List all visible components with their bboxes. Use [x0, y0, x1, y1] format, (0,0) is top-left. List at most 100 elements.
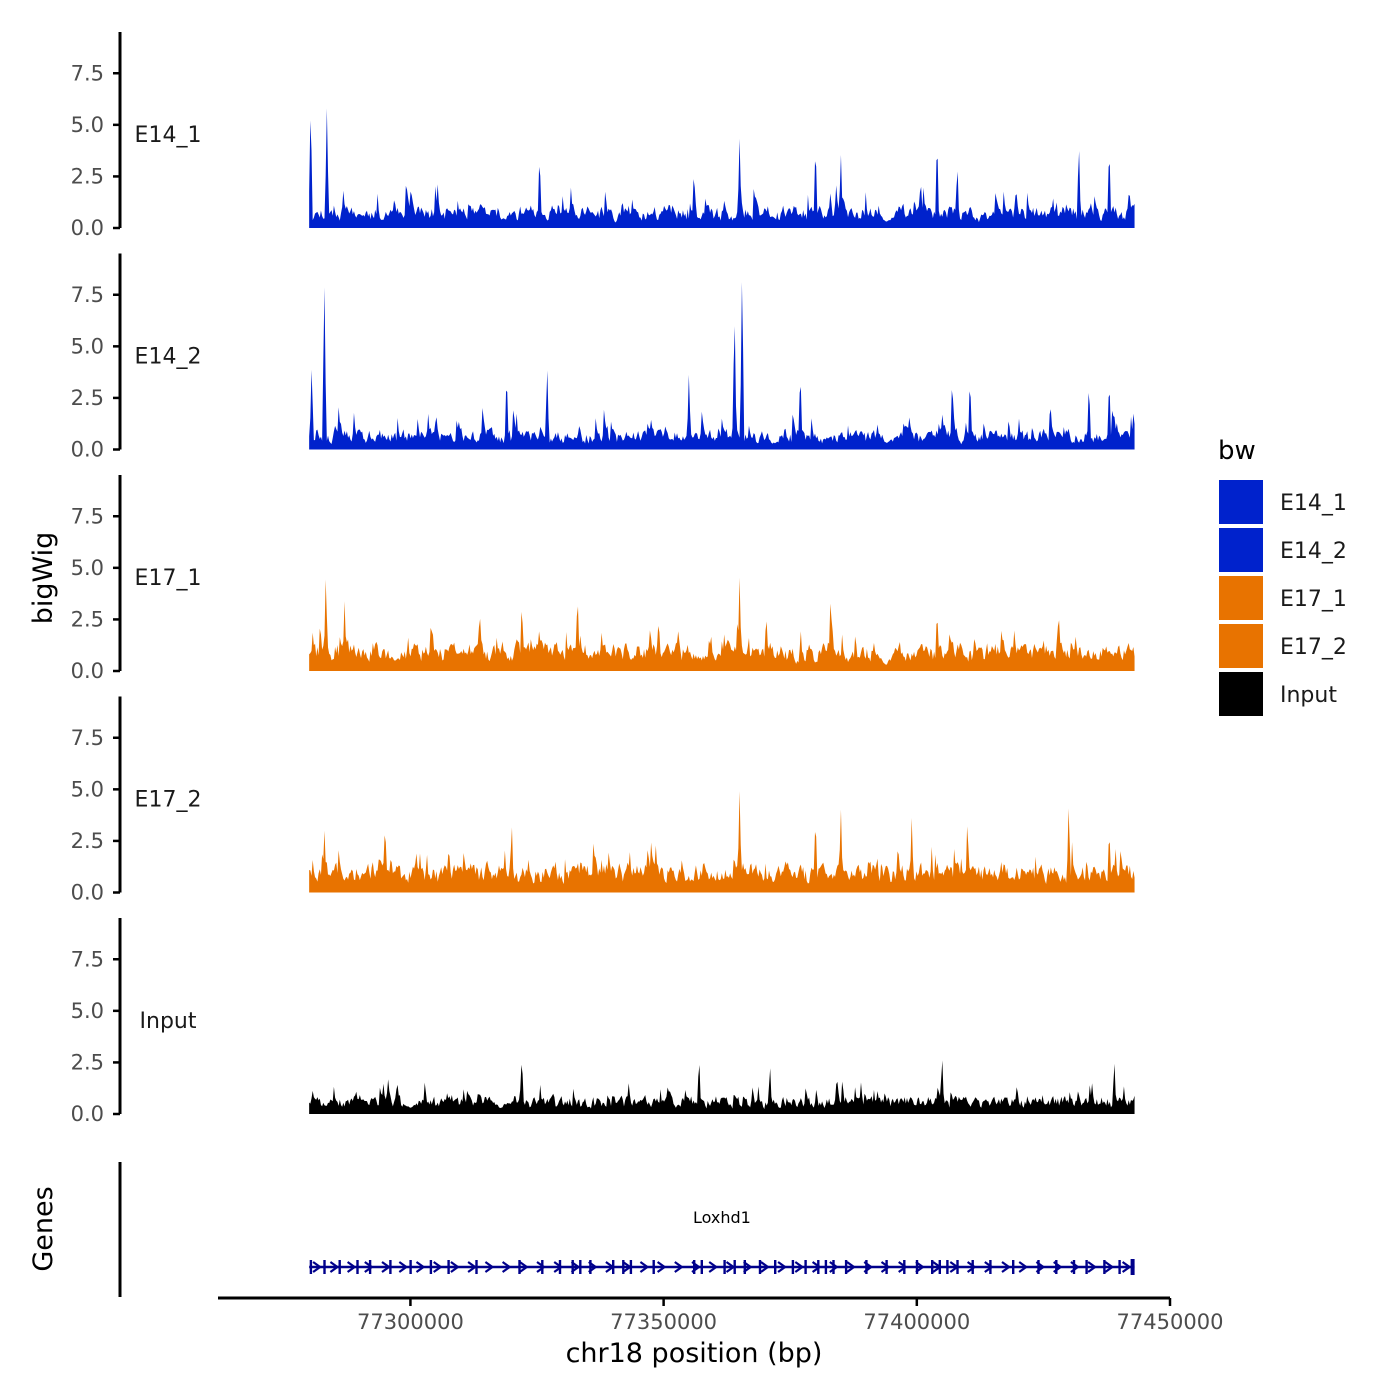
strand-arrow [1104, 1261, 1115, 1273]
gene-exon [323, 1260, 326, 1274]
legend-label: E17_2 [1280, 635, 1347, 660]
y-tick-label: 7.5 [71, 504, 104, 528]
track-e14-1: 0.0 2.5 5.0 7.5 E14_1 [71, 32, 1135, 240]
strand-arrow [346, 1261, 357, 1273]
gene-exon [733, 1260, 736, 1274]
track-e17-2: 0.0 2.5 5.0 7.5 E17_2 [71, 696, 1135, 905]
y-tick-label: 2.5 [71, 386, 104, 410]
gene-exon [338, 1260, 341, 1274]
legend-swatch-e17-1 [1219, 576, 1263, 620]
gene-exon [774, 1260, 777, 1274]
signal-area-input [309, 1060, 1135, 1114]
gene-exon [571, 1260, 574, 1274]
gene-exon [956, 1260, 959, 1274]
strand-arrow [811, 1261, 822, 1273]
legend-swatch-input [1219, 672, 1263, 716]
gene-exon [1103, 1260, 1106, 1274]
y-tick-label: 2.5 [71, 1050, 104, 1074]
signal-area-e17-1 [309, 577, 1135, 671]
gene-exon [447, 1260, 450, 1274]
strand-arrow [656, 1261, 667, 1273]
gene-exon [622, 1260, 625, 1274]
gene-exon [1012, 1260, 1015, 1274]
gene-exon [409, 1260, 412, 1274]
x-tick-label: 77300000 [357, 1310, 464, 1334]
gene-exon [1055, 1260, 1058, 1274]
signal-area-e17-2 [309, 791, 1135, 893]
gene-exon [1118, 1260, 1121, 1274]
strand-arrow [777, 1261, 787, 1273]
legend-swatch-e17-2 [1219, 624, 1263, 668]
gene-exon [832, 1260, 835, 1274]
gene-exon [804, 1260, 807, 1274]
y-tick-label: 0.0 [71, 216, 104, 240]
gene-exon [558, 1260, 562, 1274]
gene-exon [612, 1260, 615, 1274]
gene-exon [817, 1260, 820, 1274]
gene-exon-last [1130, 1259, 1135, 1275]
gene-exon [389, 1260, 392, 1274]
strand-arrow [329, 1261, 340, 1273]
strand-arrow [398, 1261, 409, 1273]
legend-swatch-e14-2 [1219, 528, 1263, 572]
gene-name-label: Loxhd1 [693, 1208, 751, 1227]
gene-model-loxhd1 [309, 1259, 1135, 1275]
gene-exon [946, 1260, 949, 1274]
legend-label: E14_2 [1280, 539, 1347, 564]
y-tick-label: 0.0 [71, 659, 104, 683]
x-axis: 77300000 77350000 77400000 77450000 [218, 1296, 1224, 1334]
y-axis-title: bigWig [28, 532, 59, 625]
strand-arrow [312, 1261, 322, 1273]
track-input: 0.0 2.5 5.0 7.5 Input [71, 918, 1135, 1126]
gene-exon [885, 1260, 888, 1274]
gene-exon [989, 1260, 992, 1274]
legend-label: E14_1 [1280, 491, 1347, 516]
track-label: E14_1 [135, 123, 202, 148]
y-tick-label: 2.5 [71, 607, 104, 631]
track-label: E17_2 [135, 787, 202, 812]
signal-area-e14-1 [309, 108, 1135, 228]
strand-arrow [966, 1261, 977, 1273]
y-tick-label: 5.0 [71, 777, 104, 801]
y-tick-label: 2.5 [71, 829, 104, 853]
gene-exon [791, 1260, 795, 1274]
legend-title: bw [1218, 436, 1256, 466]
y-tick-label: 7.5 [71, 726, 104, 750]
gene-exon [356, 1260, 359, 1274]
legend-label: E17_1 [1280, 587, 1347, 612]
strand-arrow [450, 1261, 460, 1273]
gene-exon [309, 1260, 313, 1274]
gene-exon [915, 1260, 919, 1274]
x-tick-label: 77400000 [863, 1310, 970, 1334]
strand-arrow [467, 1261, 477, 1273]
legend: bw E14_1 E14_2 E17_1 E17_2 Input [1218, 436, 1347, 716]
track-label: E17_1 [135, 566, 202, 591]
gene-exon [368, 1260, 372, 1274]
y-tick-label: 2.5 [71, 164, 104, 188]
x-tick-label: 77450000 [1117, 1310, 1224, 1334]
track-e14-2: 0.0 2.5 5.0 7.5 E14_2 [71, 253, 1135, 462]
gene-exon [693, 1260, 696, 1274]
gene-exon [579, 1260, 582, 1274]
strand-arrow [381, 1261, 391, 1273]
strand-arrow [708, 1261, 719, 1273]
strand-arrow [743, 1261, 753, 1273]
gene-exon [903, 1260, 906, 1274]
signal-area-e14-2 [309, 282, 1135, 450]
gene-exon [1072, 1260, 1076, 1274]
track-e17-1: 0.0 2.5 5.0 7.5 E17_1 [71, 475, 1135, 683]
gene-exon [743, 1260, 746, 1274]
x-axis-title: chr18 position (bp) [566, 1338, 823, 1369]
gene-exon [824, 1260, 828, 1274]
gene-exon [518, 1260, 521, 1274]
y-tick-label: 0.0 [71, 881, 104, 905]
gene-panel: Genes Loxhd1 [28, 1162, 1135, 1297]
strand-arrow [1001, 1261, 1011, 1273]
gene-exon [475, 1260, 478, 1274]
strand-arrow [519, 1261, 529, 1273]
gene-exon [700, 1260, 703, 1274]
y-tick-label: 7.5 [71, 947, 104, 971]
strand-arrow [984, 1261, 994, 1273]
strand-arrow [501, 1261, 512, 1273]
